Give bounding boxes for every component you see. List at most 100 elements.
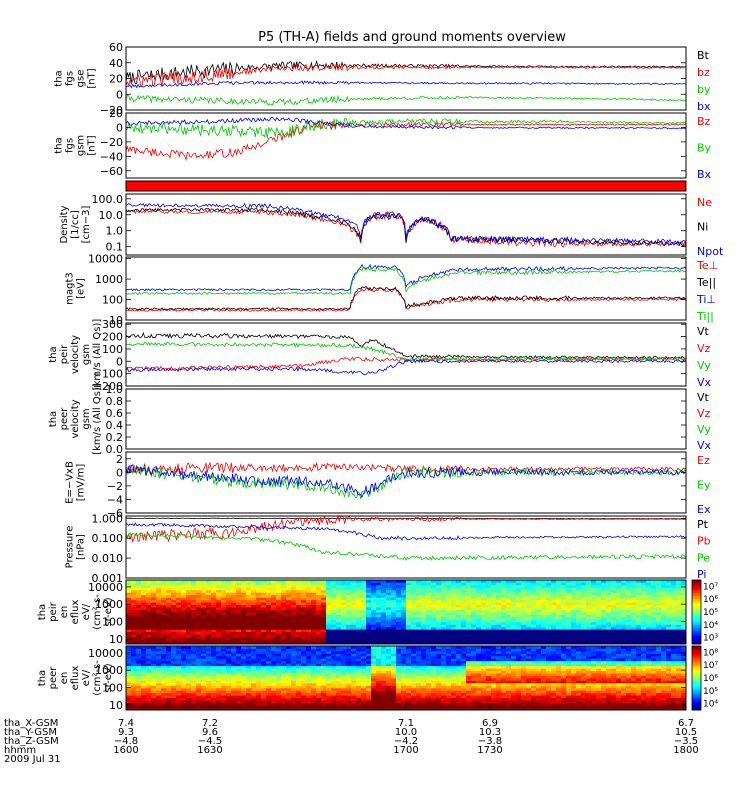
spectrogram-cell [236, 687, 242, 691]
spectrogram-cell [491, 604, 497, 608]
spectrogram-cell [326, 702, 332, 706]
spectrogram-cell [421, 582, 427, 586]
spectrogram-cell [326, 607, 332, 610]
spectrogram-cell [446, 705, 452, 708]
spectrogram-cell [346, 680, 352, 684]
spectrogram-cell [601, 631, 607, 635]
spectrogram-cell [511, 626, 517, 630]
spectrogram-cell [661, 621, 667, 625]
spectrogram-cell [631, 589, 637, 593]
spectrogram-cell [471, 619, 477, 623]
spectrogram-cell [501, 589, 507, 593]
spectrogram-cell [456, 636, 462, 640]
spectrogram-cell [621, 614, 627, 618]
spectrogram-cell [651, 631, 657, 635]
spectrogram-cell [246, 707, 252, 711]
spectrogram-cell [386, 655, 392, 659]
spectrogram-cell [306, 690, 312, 694]
spectrogram-cell [321, 597, 327, 601]
spectrogram-cell [361, 607, 367, 610]
spectrogram-cell [351, 685, 357, 689]
spectrogram-cell [481, 589, 487, 593]
spectrogram-cell [166, 648, 172, 652]
spectrogram-cell [231, 673, 237, 676]
spectrogram-cell [646, 619, 652, 623]
spectrogram-cell [256, 673, 262, 676]
spectrogram-cell [206, 675, 212, 679]
spectrogram-cell [426, 648, 432, 652]
spectrogram-cell [276, 653, 282, 657]
spectrogram-cell [281, 607, 287, 610]
spectrogram-cell [176, 609, 182, 613]
spectrogram-cell [341, 675, 347, 679]
spectrogram-cell [301, 594, 307, 598]
spectrogram-cell [171, 612, 177, 615]
spectrogram-cell [216, 602, 222, 606]
spectrogram-cell [376, 685, 382, 689]
spectrogram-cell [281, 663, 287, 667]
spectrogram-cell [191, 639, 197, 642]
spectrogram-cell [131, 589, 137, 593]
spectrogram-cell [651, 641, 657, 645]
spectrogram-cell [246, 680, 252, 684]
spectrogram-cell [321, 670, 327, 674]
spectrogram-cell [661, 639, 667, 642]
spectrogram-cell [611, 629, 617, 633]
spectrogram-cell [341, 604, 347, 608]
spectrogram-cell [511, 631, 517, 635]
spectrogram-cell [206, 650, 212, 654]
spectrogram-cell [256, 663, 262, 667]
series-line-Pi [125, 522, 687, 541]
spectrogram-cell [576, 616, 582, 620]
spectrogram-cell [561, 631, 567, 635]
spectrogram-cell [431, 624, 437, 628]
spectrogram-cell [326, 621, 332, 625]
spectrogram-cell [651, 589, 657, 593]
spectrogram-cell [611, 641, 617, 645]
spectrogram-cell [281, 648, 287, 652]
spectrogram-cell [146, 690, 152, 694]
y-tick-label: 0.2 [106, 431, 124, 444]
spectrogram-cell [326, 700, 332, 704]
spectrogram-cell [636, 592, 642, 596]
spectrogram-cell [286, 675, 292, 679]
spectrogram-cell [466, 599, 472, 603]
spectrogram-cell [376, 697, 382, 701]
spectrogram-cell [136, 668, 142, 672]
y-axis-label: E=−VxB [65, 461, 76, 504]
spectrogram-cell [351, 675, 357, 679]
spectrogram-cell [276, 660, 282, 664]
spectrogram-cell [436, 675, 442, 679]
spectrogram-cell [311, 673, 317, 676]
spectrogram-cell [486, 631, 492, 635]
spectrogram-cell [136, 692, 142, 696]
spectrogram-cell [246, 646, 252, 649]
spectrogram-cell [431, 587, 437, 591]
spectrogram-cell [431, 626, 437, 630]
spectrogram-cell [176, 631, 182, 635]
spectrogram-cell [341, 682, 347, 686]
spectrogram-cell [336, 682, 342, 686]
spectrogram-cell [596, 589, 602, 593]
spectrogram-cell [221, 626, 227, 630]
spectrogram-cell [236, 599, 242, 603]
spectrogram-cell [431, 629, 437, 633]
spectrogram-cell [426, 594, 432, 598]
colorbar-step [692, 626, 701, 629]
spectrogram-cell [531, 594, 537, 598]
spectrogram-cell [401, 665, 407, 669]
spectrogram-cell [201, 629, 207, 633]
spectrogram-cell [276, 634, 282, 638]
spectrogram-cell [556, 634, 562, 638]
spectrogram-cell [166, 607, 172, 610]
spectrogram-cell [326, 616, 332, 620]
spectrogram-cell [666, 616, 672, 620]
spectrogram-cell [211, 670, 217, 674]
spectrogram-cell [531, 607, 537, 610]
spectrogram-cell [211, 678, 217, 681]
spectrogram-cell [671, 634, 677, 638]
spectrogram-cell [301, 648, 307, 652]
spectrogram-cell [216, 604, 222, 608]
spectrogram-cell [296, 678, 302, 681]
spectrogram-cell [301, 587, 307, 591]
